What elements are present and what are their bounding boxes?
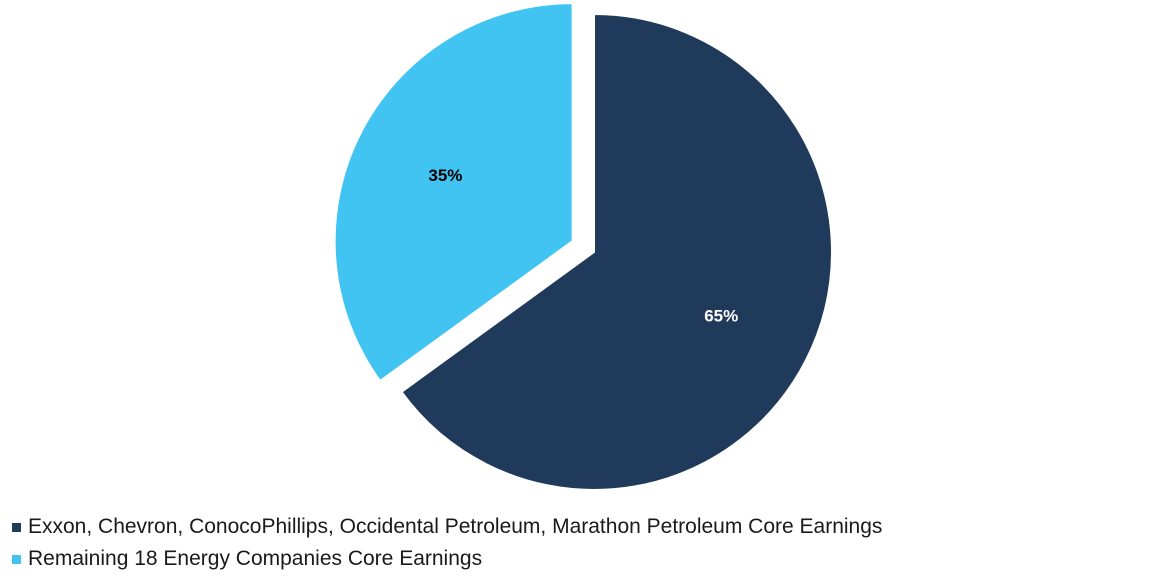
legend-swatch-remaining bbox=[12, 554, 21, 564]
legend: Exxon, Chevron, ConocoPhillips, Occident… bbox=[12, 511, 882, 575]
legend-item-remaining: Remaining 18 Energy Companies Core Earni… bbox=[12, 543, 882, 575]
legend-label-remaining: Remaining 18 Energy Companies Core Earni… bbox=[28, 547, 483, 570]
pie-chart: 65% 35% bbox=[333, 2, 833, 491]
data-label-1: 35% bbox=[428, 166, 462, 185]
pie-slice-0 bbox=[400, 12, 833, 491]
pie-slice-1 bbox=[333, 2, 574, 383]
legend-swatch-top-five bbox=[12, 522, 21, 532]
data-label-0: 65% bbox=[704, 306, 738, 325]
legend-label-top-five: Exxon, Chevron, ConocoPhillips, Occident… bbox=[28, 515, 883, 538]
legend-item-top-five: Exxon, Chevron, ConocoPhillips, Occident… bbox=[12, 511, 882, 543]
